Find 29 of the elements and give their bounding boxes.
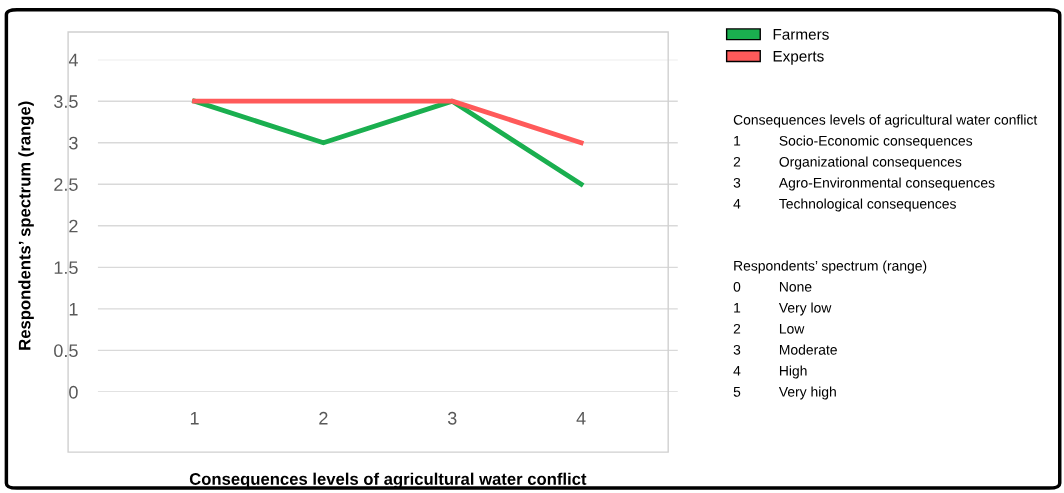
x-axis-title: Consequences levels of agricultural water conflict (189, 472, 587, 489)
y-tick-label: 0.5 (54, 344, 78, 358)
x-tick-label: 4 (576, 412, 586, 425)
y-tick-label: 1 (69, 302, 78, 316)
y-tick-label: 2 (69, 219, 78, 233)
y-tick-label: 2.5 (54, 178, 78, 191)
text: Consequences levels of agricultural water conflict (733, 114, 1038, 128)
text: 3 Moderate (733, 344, 837, 355)
y-axis-title: Respondents’ spectrum (range) (18, 101, 34, 350)
x-tick-label: 1 (190, 412, 199, 425)
text: 2 Organizational consequences (733, 156, 962, 170)
text: 2 Low (733, 323, 805, 334)
text: 4 High (733, 365, 807, 379)
x-tick-label: 2 (319, 411, 328, 425)
text: 4 Technological consequences (733, 198, 956, 212)
x-tick-label: 3 (447, 411, 457, 425)
text: 5 Very high (733, 386, 836, 400)
y-tick-label: 4 (68, 53, 78, 67)
text: 1 Socio-Economic consequences (734, 135, 973, 149)
text: 1 Very low (734, 302, 832, 316)
text: Respondents’ spectrum (range) (734, 260, 927, 274)
text: 3 Agro-Environmental consequences (733, 177, 995, 191)
y-tick-label: 3 (69, 136, 78, 150)
y-tick-label: 0 (69, 385, 78, 399)
y-tick-label: 3.5 (54, 95, 78, 108)
y-tick-label: 1.5 (54, 261, 78, 275)
legend-label: Experts (773, 50, 824, 65)
text: 0 None (733, 281, 812, 292)
legend-label: Farmers (773, 29, 829, 40)
